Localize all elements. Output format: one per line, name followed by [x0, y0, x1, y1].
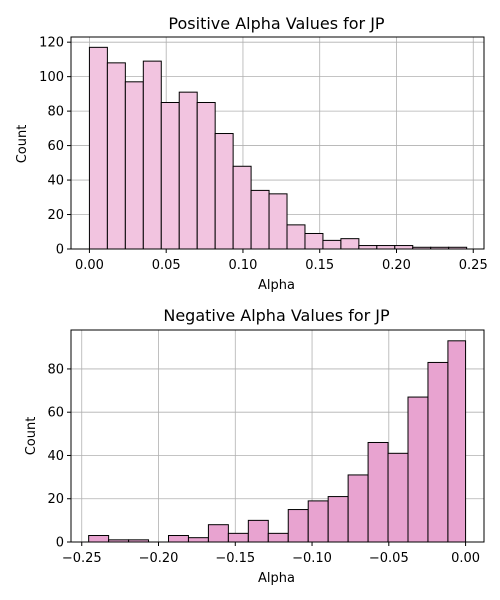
- axes-frame: [70, 36, 485, 250]
- histogram-bar: [447, 340, 467, 543]
- y-tick-label: 80: [47, 362, 64, 377]
- histogram-bar: [207, 524, 229, 543]
- histogram-bar: [347, 474, 369, 543]
- histogram-bar: [196, 101, 216, 250]
- histogram-bar: [367, 441, 389, 543]
- x-tick-label: −0.20: [139, 551, 179, 566]
- histogram-bar: [304, 232, 324, 250]
- y-tick-label: 120: [39, 36, 64, 51]
- histogram-bar: [167, 535, 189, 543]
- x-axis-label: Alpha: [258, 278, 295, 293]
- y-tick-label: 0: [56, 243, 64, 258]
- histogram-bar: [88, 535, 110, 543]
- x-tick-label: 0.20: [382, 258, 411, 273]
- chart-title: Negative Alpha Values for JP: [163, 306, 390, 325]
- histogram-bar: [387, 452, 409, 543]
- histogram-bar: [358, 245, 378, 250]
- histogram-bar: [376, 245, 396, 250]
- y-tick-label: 0: [56, 536, 64, 551]
- y-tick-label: 60: [47, 406, 64, 421]
- histogram-bar: [214, 133, 234, 250]
- histogram-bar: [250, 189, 270, 250]
- histogram-bar: [287, 509, 309, 543]
- histogram-bar: [227, 532, 249, 543]
- x-tick-label: 0.00: [451, 551, 480, 566]
- axes-frame: [70, 329, 485, 543]
- y-tick-label: 40: [47, 449, 64, 464]
- y-tick-label: 100: [39, 70, 64, 85]
- x-tick-label: 0.25: [459, 258, 488, 273]
- histogram-bar: [394, 245, 414, 250]
- histogram-bar: [407, 396, 429, 543]
- y-tick-label: 40: [47, 174, 64, 189]
- positive-alpha-histogram: Positive Alpha Values for JP Alpha Count…: [15, 14, 488, 293]
- x-tick-label: −0.15: [215, 551, 255, 566]
- x-tick-label: −0.05: [369, 551, 409, 566]
- x-axis-label: Alpha: [258, 571, 295, 586]
- x-tick-label: 0.10: [228, 258, 257, 273]
- histogram-bar: [187, 537, 209, 543]
- y-tick-label: 60: [47, 139, 64, 154]
- histogram-bar: [267, 532, 289, 543]
- y-axis-label: Count: [15, 125, 30, 164]
- x-tick-label: 0.05: [152, 258, 181, 273]
- histogram-bar: [178, 91, 198, 250]
- x-tick-label: −0.10: [292, 551, 332, 566]
- histogram-bar: [247, 519, 269, 543]
- chart-title: Positive Alpha Values for JP: [168, 14, 385, 33]
- y-axis-label: Count: [24, 417, 39, 456]
- histogram-bar: [286, 224, 306, 250]
- histogram-bar: [106, 62, 126, 250]
- histogram-bar: [160, 101, 180, 250]
- histogram-bar: [307, 500, 329, 543]
- histogram-bar: [340, 238, 360, 250]
- y-tick-label: 20: [47, 208, 64, 223]
- histogram-bar: [322, 239, 342, 250]
- histogram-bar: [427, 361, 449, 543]
- histogram-bar: [232, 165, 252, 250]
- histogram-bar: [124, 81, 144, 250]
- y-tick-label: 20: [47, 492, 64, 507]
- histogram-bar: [327, 496, 349, 543]
- x-tick-label: −0.25: [62, 551, 102, 566]
- x-tick-label: 0.00: [75, 258, 104, 273]
- histogram-bar: [142, 60, 162, 250]
- negative-alpha-histogram: Negative Alpha Values for JP Alpha Count…: [24, 306, 485, 586]
- x-tick-label: 0.15: [305, 258, 334, 273]
- histogram-bar: [88, 46, 108, 250]
- y-tick-label: 80: [47, 105, 64, 120]
- histogram-bar: [268, 193, 288, 250]
